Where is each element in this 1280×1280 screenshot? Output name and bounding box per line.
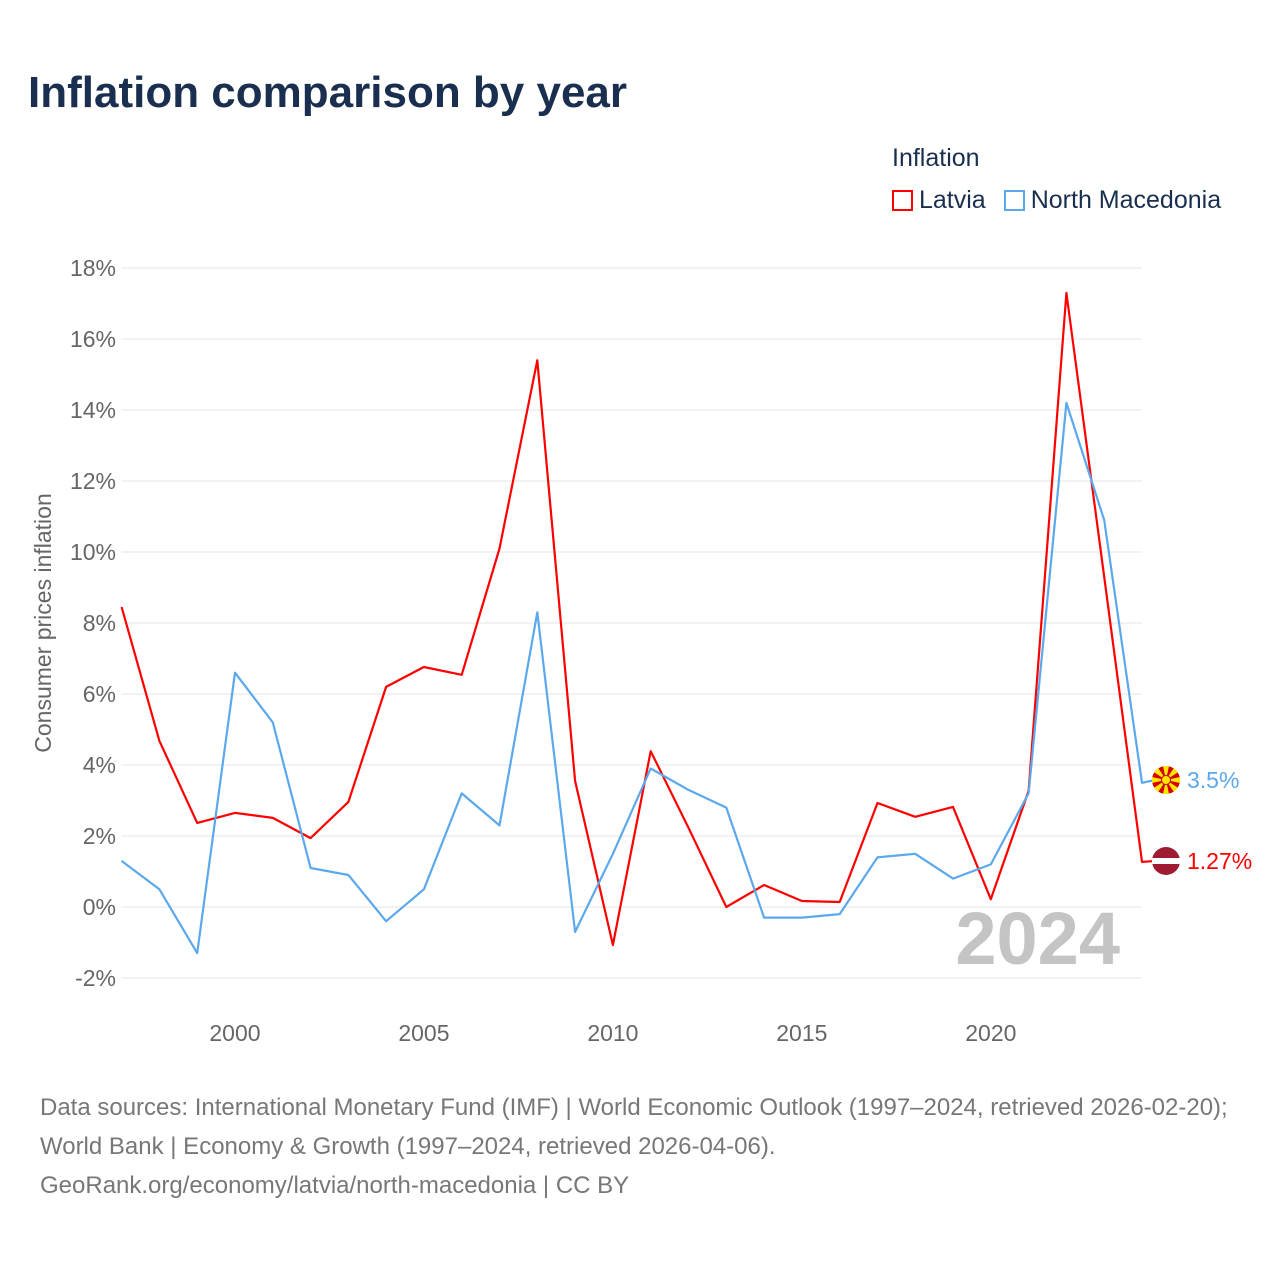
y-tick-label: 10% (70, 539, 116, 565)
legend-title: Inflation (892, 144, 980, 172)
y-tick-label: 8% (83, 610, 116, 636)
x-tick-label: 2010 (587, 1020, 638, 1046)
legend-item-north-macedonia[interactable]: North Macedonia (1003, 186, 1222, 215)
north-macedonia-flag-icon (1152, 766, 1180, 794)
year-watermark: 2024 (955, 897, 1120, 980)
y-tick-label: 6% (83, 681, 116, 707)
source-note: Data sources: International Monetary Fun… (40, 1088, 1250, 1205)
chart-title: Inflation comparison by year (28, 68, 628, 117)
legend-swatch-latvia (892, 190, 913, 211)
y-tick-label: 0% (83, 894, 116, 920)
source-link[interactable]: GeoRank.org/economy/latvia/north-macedon… (40, 1172, 630, 1199)
y-axis-label: Consumer prices inflation (30, 493, 56, 753)
chart-plot: 18% 16% 14% 12% 10% 8% 6% 4% 2% 0% -2% 2000 2005 2010… (30, 255, 1252, 1046)
end-value-label: 1.27% (1187, 848, 1252, 874)
y-tick-label: -2% (75, 965, 116, 991)
x-tick-label: 2005 (398, 1020, 449, 1046)
end-value-label: 3.5% (1187, 767, 1239, 793)
y-tick-label: 12% (70, 468, 116, 494)
series-line-north-macedonia (120, 401, 1156, 955)
legend-swatch-north-macedonia (1003, 190, 1025, 211)
y-tick-label: 4% (83, 752, 116, 778)
series-line-latvia (120, 291, 1156, 947)
x-tick-label: 2015 (776, 1020, 827, 1046)
legend: Latvia North Macedonia (892, 186, 1221, 215)
y-tick-label: 14% (70, 397, 116, 423)
legend-label-north-macedonia: North Macedonia (1030, 186, 1222, 214)
x-tick-label: 2020 (965, 1020, 1016, 1046)
legend-item-latvia[interactable]: Latvia (892, 186, 986, 215)
y-tick-label: 16% (70, 326, 116, 352)
source-text: Data sources: International Monetary Fun… (40, 1094, 1228, 1160)
x-tick-label: 2000 (209, 1020, 260, 1046)
y-tick-label: 2% (83, 823, 116, 849)
legend-label-latvia: Latvia (919, 186, 986, 214)
latvia-flag-icon (1152, 847, 1180, 875)
y-tick-label: 18% (70, 255, 116, 281)
